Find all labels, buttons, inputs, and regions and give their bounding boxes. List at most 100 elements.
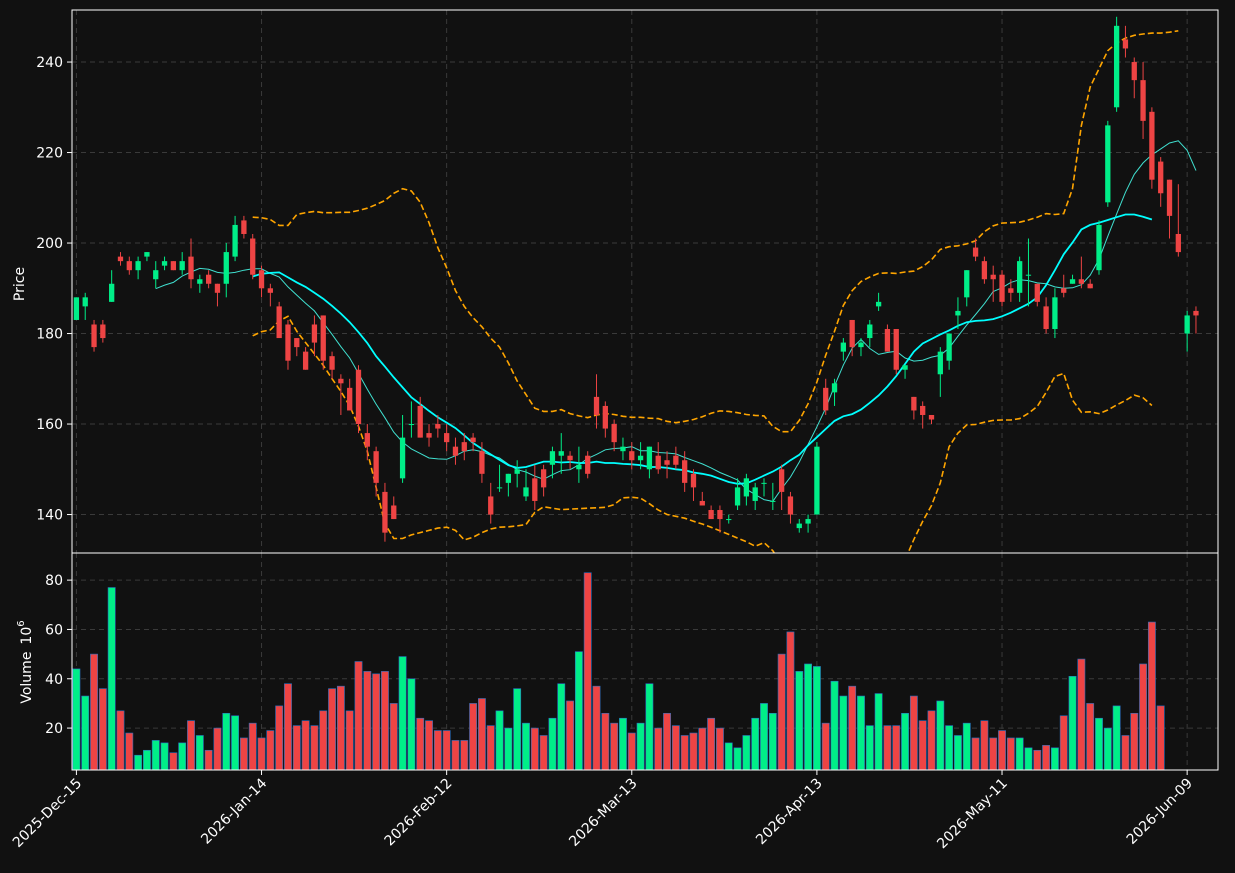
candle-body	[391, 505, 397, 520]
volume-bar	[936, 700, 945, 770]
volume-bar	[134, 754, 143, 770]
price-axis-ticks: 140 160 180 200 220 240	[36, 55, 72, 524]
candle-body	[743, 478, 750, 497]
candle-body	[1069, 279, 1076, 284]
volume-bar	[680, 735, 689, 770]
candle-body	[1193, 310, 1199, 316]
volume-bars	[72, 572, 1165, 770]
volume-bar	[627, 732, 636, 770]
price-tick-label: 200	[36, 236, 63, 252]
candle-body	[637, 455, 644, 461]
candle-body	[479, 451, 485, 474]
volume-bar	[1130, 712, 1139, 770]
volume-bar	[707, 717, 716, 770]
candle-body	[549, 451, 556, 465]
candle-body	[664, 460, 670, 465]
candle-body	[699, 500, 705, 506]
volume-bar	[151, 740, 160, 770]
volume-bar	[733, 747, 742, 770]
candle-body	[999, 274, 1005, 302]
volume-bar	[548, 717, 557, 770]
candle-body	[867, 324, 873, 339]
candle-body	[452, 446, 459, 456]
volume-bar	[654, 727, 663, 770]
volume-bar	[169, 752, 178, 770]
volume-axis-label-exponent: 6	[16, 620, 27, 626]
candle-body	[840, 342, 846, 352]
candle-body	[276, 306, 282, 339]
volume-bar	[804, 663, 812, 770]
candle-body	[1166, 179, 1173, 216]
candle-body	[1025, 274, 1032, 276]
candle-body	[805, 519, 811, 524]
volume-bar	[372, 673, 381, 770]
volume-bar	[81, 695, 90, 770]
candle-body	[373, 451, 379, 483]
price-axis-label: Price	[12, 267, 28, 301]
volume-bar	[425, 720, 433, 770]
candle-body	[170, 261, 177, 271]
volume-bar	[310, 725, 319, 770]
candle-body	[320, 315, 326, 361]
volume-bar	[222, 712, 231, 770]
volume-bar	[433, 730, 442, 770]
volume-bar	[292, 725, 301, 770]
candle-body	[470, 437, 476, 443]
volume-bar	[698, 727, 707, 770]
volume-bar	[204, 749, 213, 770]
volume-bar	[116, 710, 125, 770]
upper-band-line	[252, 30, 1179, 433]
volume-tick-label: 60	[45, 622, 63, 638]
volume-bar	[72, 668, 81, 770]
candle-body	[787, 496, 794, 515]
volume-bar	[1051, 747, 1059, 770]
volume-bar	[478, 698, 486, 770]
volume-bar	[945, 725, 954, 770]
candle-body	[100, 324, 106, 339]
volume-bar	[768, 712, 777, 770]
volume-bar	[566, 700, 574, 770]
candle-body	[258, 270, 265, 289]
volume-bar	[1024, 747, 1033, 770]
volume-bar	[848, 685, 857, 770]
candle-body	[250, 238, 256, 275]
candle-body	[946, 333, 952, 361]
volume-bar	[645, 683, 654, 770]
volume-bar	[389, 703, 398, 770]
volume-bar	[583, 572, 592, 770]
volume-bar	[160, 742, 169, 770]
candle-body	[91, 324, 97, 348]
candle-body	[1184, 315, 1190, 334]
candle-body	[523, 487, 529, 497]
volume-tick-label: 40	[45, 672, 63, 688]
candle-body	[928, 414, 935, 420]
volume-bar	[248, 722, 257, 770]
candle-body	[426, 433, 432, 438]
candle-body	[338, 378, 344, 384]
volume-bar	[663, 712, 671, 770]
volume-bar	[407, 678, 416, 770]
candle-body	[964, 270, 970, 298]
volume-bar	[187, 720, 195, 770]
candle-body	[920, 405, 926, 415]
candle-body	[1034, 283, 1040, 302]
candle-body	[329, 356, 335, 370]
volume-bar	[539, 735, 548, 770]
candle-body	[726, 519, 732, 521]
candle-body	[734, 487, 741, 506]
volume-bar	[178, 742, 187, 770]
candle-body	[955, 310, 961, 316]
volume-bar	[1033, 749, 1042, 770]
candle-body	[302, 351, 309, 370]
volume-bar	[1103, 727, 1112, 770]
candle-body	[399, 437, 406, 479]
volume-bar	[125, 732, 134, 770]
candle-body	[558, 451, 564, 456]
volume-bar	[513, 688, 522, 770]
candle-body	[1043, 306, 1049, 330]
candle-body	[153, 270, 159, 280]
candle-body	[849, 319, 855, 348]
candle-body	[752, 487, 758, 501]
candle-body	[602, 405, 608, 429]
